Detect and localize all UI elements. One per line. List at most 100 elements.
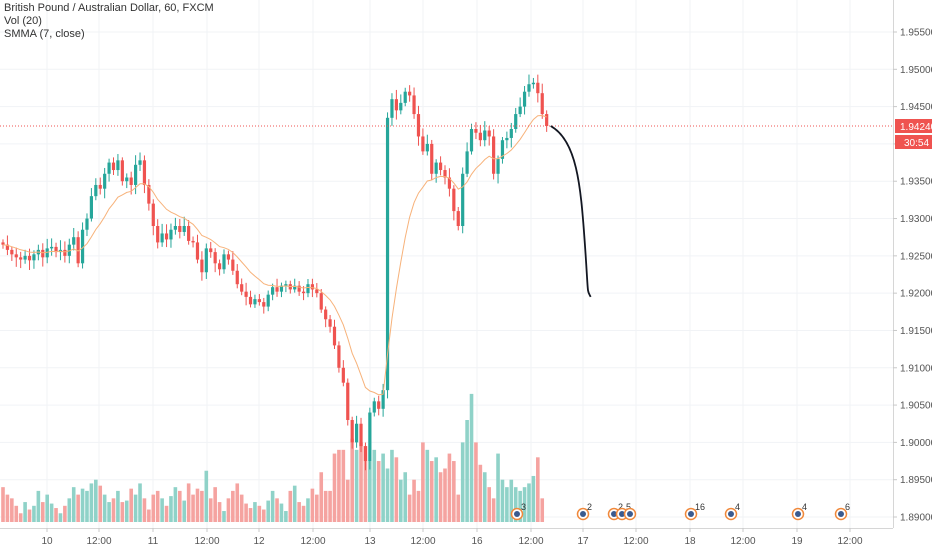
x-tick-label: 17 (577, 536, 589, 547)
volume-bar (253, 502, 257, 522)
volume-bar (85, 490, 89, 522)
chart-title[interactable]: British Pound / Australian Dollar, 60, F… (4, 2, 214, 14)
event-marker[interactable]: 4 (724, 502, 741, 521)
candle-body (536, 82, 540, 94)
candle-body (377, 401, 381, 409)
candle-body (54, 246, 58, 253)
candle-body (425, 143, 429, 152)
event-count: 4 (735, 502, 740, 512)
volume-bar (407, 494, 412, 522)
volume-bar (315, 494, 319, 522)
candle-body (182, 226, 186, 232)
candle-body (23, 255, 27, 260)
volume-bar (368, 461, 372, 522)
candle-body (94, 184, 98, 197)
candle-body (514, 114, 518, 129)
volume-bar (58, 513, 63, 522)
candle-body (80, 229, 85, 264)
event-count: 4 (802, 502, 807, 512)
candle-body (120, 160, 124, 182)
volume-bar (111, 498, 116, 522)
volume-bar (45, 494, 49, 522)
time-axis[interactable]: 10 12:00 11 12:00 12 12:00 13 12:00 16 12:00 17 12:… (41, 528, 863, 547)
candle-body (368, 412, 372, 462)
y-tick-label: 1.91500 (900, 326, 932, 337)
candle-body (478, 132, 482, 141)
event-marker[interactable]: 16 (684, 502, 706, 521)
y-tick-label: 1.90500 (900, 401, 932, 412)
candle-body (350, 420, 354, 443)
event-marker[interactable]: 6 (834, 502, 851, 521)
volume-bar (147, 509, 151, 522)
volume-bar (522, 487, 527, 522)
volume-bar (248, 508, 253, 522)
volume-bar (208, 498, 213, 522)
candle-body (147, 184, 151, 204)
price-label-text: 1.94240 (900, 122, 932, 133)
volume-bar (385, 468, 390, 522)
event-marker[interactable] (623, 507, 637, 521)
candle-body (271, 287, 275, 295)
volume-bar (178, 490, 182, 522)
x-tick-label: 12:00 (518, 536, 543, 547)
drawn-projection-curve[interactable] (550, 125, 592, 298)
volume-bar (133, 494, 138, 522)
candle-body (76, 237, 80, 264)
candle-body (266, 294, 270, 307)
candle-body (41, 249, 45, 258)
volume-bar (217, 502, 222, 522)
event-marker[interactable]: 3 (510, 502, 527, 521)
candle-body (527, 84, 531, 92)
candle-body (399, 102, 403, 111)
volume-bars (1, 393, 545, 522)
candle-body (248, 296, 253, 305)
price-axis[interactable]: 1.955001.950001.945001.940001.935001.930… (893, 28, 932, 524)
volume-bar (102, 494, 107, 522)
volume-bar (275, 498, 279, 522)
volume-bar (71, 487, 76, 522)
countdown-label-text: 30:54 (904, 138, 929, 149)
x-tick-label: 12:00 (623, 536, 648, 547)
volume-bar (425, 449, 430, 522)
volume-bar (107, 502, 111, 522)
volume-bar (394, 457, 399, 522)
volume-bar (18, 513, 23, 522)
event-marker[interactable]: 2 (576, 502, 593, 521)
candle-body (456, 211, 460, 226)
candle-body (284, 284, 288, 286)
candle-body (19, 257, 23, 260)
candle-body (545, 114, 549, 127)
volume-bar (341, 449, 346, 522)
volume-bar (173, 487, 178, 522)
y-tick-label: 1.90000 (900, 438, 932, 449)
x-tick-label: 19 (791, 536, 803, 547)
candle-body (297, 285, 301, 292)
candle-body (438, 162, 443, 171)
x-tick-label: 18 (684, 536, 696, 547)
candle-body (522, 91, 527, 107)
candle-body (372, 401, 376, 413)
volume-bar (345, 479, 350, 522)
volume-bar (452, 461, 456, 522)
candle-body (293, 285, 297, 290)
event-marker[interactable]: 4 (791, 502, 808, 521)
event-count: 3 (521, 502, 526, 512)
candle-body (156, 226, 160, 243)
volume-bar (403, 472, 408, 522)
y-tick-label: 1.93500 (900, 177, 932, 188)
y-tick-label: 1.92500 (900, 251, 932, 262)
smma-indicator-label[interactable]: SMMA (7, close) (4, 28, 85, 40)
volume-bar (332, 453, 337, 522)
volume-bar (54, 508, 58, 522)
volume-bar (239, 494, 244, 522)
vol-indicator-label[interactable]: Vol (20) (4, 15, 42, 27)
volume-bar (505, 487, 509, 522)
candle-body (240, 284, 244, 292)
candle-body (67, 244, 71, 256)
candle-body (5, 244, 10, 250)
volume-bar (328, 490, 332, 522)
volume-bar (381, 453, 385, 522)
candle-body (213, 252, 217, 264)
volume-bar (496, 453, 500, 522)
